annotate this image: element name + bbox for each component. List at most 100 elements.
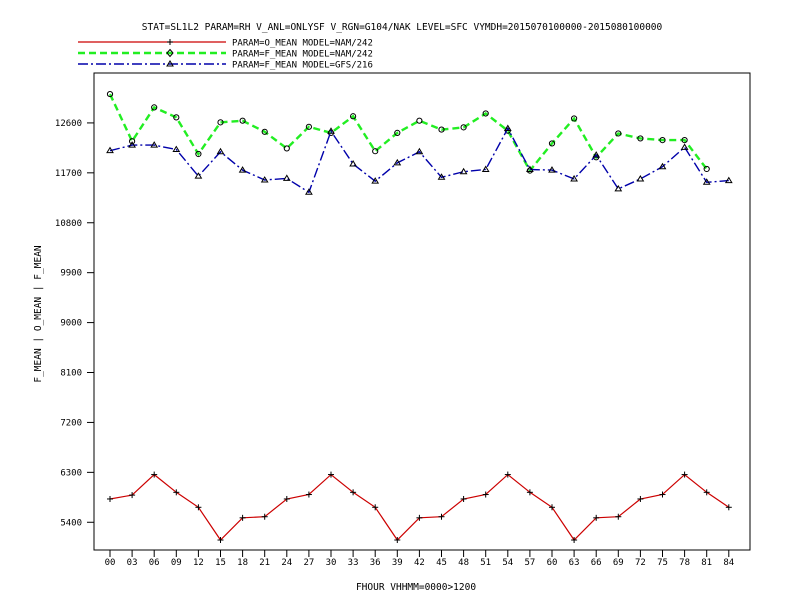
series-line: [109, 127, 729, 194]
data-point: [172, 145, 181, 153]
x-tick-label: 21: [259, 558, 270, 568]
data-point: [394, 537, 401, 544]
data-point: [106, 146, 114, 154]
x-tick-label: 57: [524, 558, 535, 568]
data-point: [437, 173, 446, 180]
y-tick-label: 11700: [55, 169, 82, 179]
x-tick-label: 66: [591, 558, 602, 568]
data-point: [195, 504, 202, 511]
data-point: [282, 174, 291, 181]
data-point: [173, 489, 180, 496]
series-line: [109, 473, 730, 541]
data-point: [260, 176, 269, 183]
data-point: [305, 491, 312, 498]
x-tick-label: 18: [237, 558, 248, 568]
data-point: [173, 114, 180, 121]
data-point: [593, 514, 600, 521]
data-point: [703, 489, 710, 496]
data-point: [659, 491, 666, 498]
data-point: [416, 117, 423, 124]
x-axis-label: FHOUR VHHMM=0000>1200: [356, 582, 476, 593]
data-point: [393, 158, 402, 166]
data-point: [350, 113, 357, 120]
legend-entry: PARAM=O_MEAN MODEL=NAM/242: [78, 39, 373, 49]
data-point: [526, 165, 534, 173]
x-tick-label: 03: [127, 558, 138, 568]
y-tick-label: 5400: [60, 518, 82, 528]
legend-label: PARAM=O_MEAN MODEL=NAM/242: [232, 39, 373, 49]
data-point: [261, 513, 268, 520]
legend-marker: [167, 39, 173, 45]
x-tick-label: 75: [657, 558, 668, 568]
data-point: [481, 165, 490, 173]
data-point: [371, 177, 380, 184]
data-point: [658, 162, 667, 170]
legend-label: PARAM=F_MEAN MODEL=GFS/216: [232, 61, 373, 71]
data-point: [681, 471, 688, 478]
y-tick-label: 6300: [60, 468, 82, 478]
data-point: [238, 166, 247, 173]
data-point: [150, 141, 159, 148]
data-point: [416, 514, 423, 521]
series-line: [108, 93, 708, 173]
data-point: [107, 495, 113, 502]
series-1: [107, 471, 732, 544]
data-point: [680, 143, 689, 150]
data-point: [614, 184, 623, 192]
data-point: [482, 491, 489, 498]
data-point: [482, 110, 489, 117]
data-point: [702, 178, 711, 185]
legend-label: PARAM=F_MEAN MODEL=NAM/242: [232, 50, 373, 60]
x-tick-label: 39: [392, 558, 403, 568]
legend-marker: [166, 48, 174, 58]
data-point: [372, 504, 379, 511]
data-point: [283, 145, 290, 152]
data-point: [724, 176, 733, 184]
x-tick-label: 27: [303, 558, 314, 568]
x-tick-label: 42: [414, 558, 425, 568]
x-tick-label: 60: [547, 558, 558, 568]
data-point: [549, 504, 555, 511]
x-tick-label: 00: [105, 558, 116, 568]
legend-marker: [166, 60, 174, 67]
x-tick-label: 09: [171, 558, 182, 568]
x-tick-label: 84: [723, 558, 734, 568]
data-point: [327, 127, 335, 134]
data-point: [151, 471, 158, 478]
x-tick-label: 33: [348, 558, 359, 568]
series-3: [106, 124, 733, 195]
data-point: [415, 147, 424, 155]
data-point: [372, 148, 379, 155]
data-point: [438, 126, 445, 133]
data-point: [129, 492, 136, 499]
x-tick-label: 78: [679, 558, 690, 568]
y-tick-label: 7200: [60, 418, 82, 428]
data-point: [504, 471, 511, 478]
data-point: [217, 537, 224, 544]
data-point: [548, 140, 556, 147]
series-2: [106, 90, 710, 174]
x-tick-label: 81: [701, 558, 712, 568]
x-tick-label: 69: [613, 558, 624, 568]
data-point: [459, 167, 468, 175]
data-point: [592, 151, 601, 158]
data-point: [460, 495, 467, 502]
data-point: [106, 90, 114, 98]
x-tick-label: 36: [370, 558, 381, 568]
data-point: [615, 130, 622, 137]
x-axis: 00 03 06 09 12 15 18 21 24 27 30 33 36 39 42 45 48 51 54 57…: [105, 550, 734, 568]
y-tick-label: 8100: [60, 369, 82, 379]
data-point: [305, 123, 312, 130]
x-tick-label: 30: [326, 558, 337, 568]
data-point: [151, 104, 158, 111]
y-axis-label: F_MEAN | O_MEAN | F_MEAN: [33, 245, 44, 383]
data-point: [503, 124, 512, 131]
x-tick-label: 15: [215, 558, 226, 568]
data-point: [194, 172, 203, 179]
y-tick-label: 12600: [55, 119, 82, 129]
data-point: [129, 138, 136, 145]
x-tick-label: 48: [458, 558, 469, 568]
data-point: [216, 147, 225, 155]
data-point: [195, 150, 202, 158]
